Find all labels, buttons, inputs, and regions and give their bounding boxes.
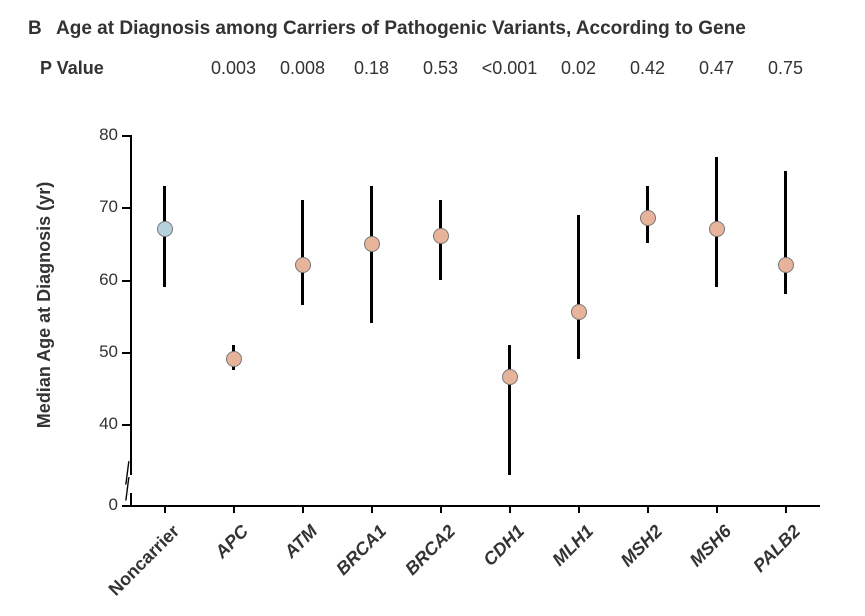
chart-title: Age at Diagnosis among Carriers of Patho… (56, 18, 746, 40)
ytick-label: 40 (92, 414, 118, 434)
xtick-mark (716, 505, 718, 513)
xcat-BRCA2: BRCA2 (401, 521, 460, 580)
pvalue-ATM: 0.008 (280, 58, 325, 79)
xtick-mark (233, 505, 235, 513)
point-MSH6 (709, 221, 725, 237)
ytick-mark (122, 207, 130, 209)
pvalue-APC: 0.003 (211, 58, 256, 79)
xcat-Noncarrier: Noncarrier (104, 521, 183, 600)
xcat-APC: APC (211, 521, 253, 563)
ytick-label: 60 (92, 270, 118, 290)
point-MLH1 (571, 304, 587, 320)
point-PALB2 (778, 257, 794, 273)
pvalue-MSH2: 0.42 (630, 58, 665, 79)
panel-letter: B (28, 18, 42, 40)
pvalue-PALB2: 0.75 (768, 58, 803, 79)
chart-container: B Age at Diagnosis among Carriers of Path… (0, 0, 865, 616)
ytick-label: 0 (92, 495, 118, 515)
errorbar-PALB2 (784, 171, 786, 294)
pvalue-BRCA1: 0.18 (354, 58, 389, 79)
point-BRCA2 (433, 228, 449, 244)
point-APC (226, 351, 242, 367)
point-Noncarrier (157, 221, 173, 237)
xtick-mark (785, 505, 787, 513)
ytick-mark (122, 352, 130, 354)
pvalue-label: P Value (40, 58, 104, 79)
point-MSH2 (640, 210, 656, 226)
pvalue-MSH6: 0.47 (699, 58, 734, 79)
ytick-mark (122, 135, 130, 137)
xcat-CDH1: CDH1 (479, 521, 529, 571)
point-BRCA1 (364, 236, 380, 252)
xtick-mark (509, 505, 511, 513)
point-CDH1 (502, 369, 518, 385)
pvalue-BRCA2: 0.53 (423, 58, 458, 79)
ytick-mark (122, 280, 130, 282)
xtick-mark (578, 505, 580, 513)
errorbar-BRCA1 (370, 186, 372, 323)
xcat-BRCA1: BRCA1 (332, 521, 391, 580)
errorbar-MLH1 (577, 215, 579, 360)
xcat-MLH1: MLH1 (548, 521, 597, 570)
y-axis-upper (130, 135, 132, 475)
ytick-mark (122, 505, 130, 507)
axis-break-top: ╱ (122, 471, 132, 475)
xtick-mark (440, 505, 442, 513)
ytick-mark (122, 424, 130, 426)
pvalue-CDH1: <0.001 (482, 58, 538, 79)
xcat-ATM: ATM (280, 521, 321, 562)
ytick-label: 70 (92, 197, 118, 217)
pvalue-MLH1: 0.02 (561, 58, 596, 79)
errorbar-ATM (301, 200, 303, 305)
y-axis-label: Median Age at Diagnosis (yr) (34, 182, 55, 428)
xtick-mark (371, 505, 373, 513)
xtick-mark (302, 505, 304, 513)
errorbar-CDH1 (508, 345, 510, 475)
point-ATM (295, 257, 311, 273)
xtick-mark (164, 505, 166, 513)
xtick-mark (647, 505, 649, 513)
ytick-label: 50 (92, 342, 118, 362)
xcat-MSH2: MSH2 (616, 521, 666, 571)
xcat-MSH6: MSH6 (685, 521, 735, 571)
xcat-PALB2: PALB2 (749, 521, 805, 577)
axis-break-bottom: ╱ (122, 487, 132, 491)
ytick-label: 80 (92, 125, 118, 145)
